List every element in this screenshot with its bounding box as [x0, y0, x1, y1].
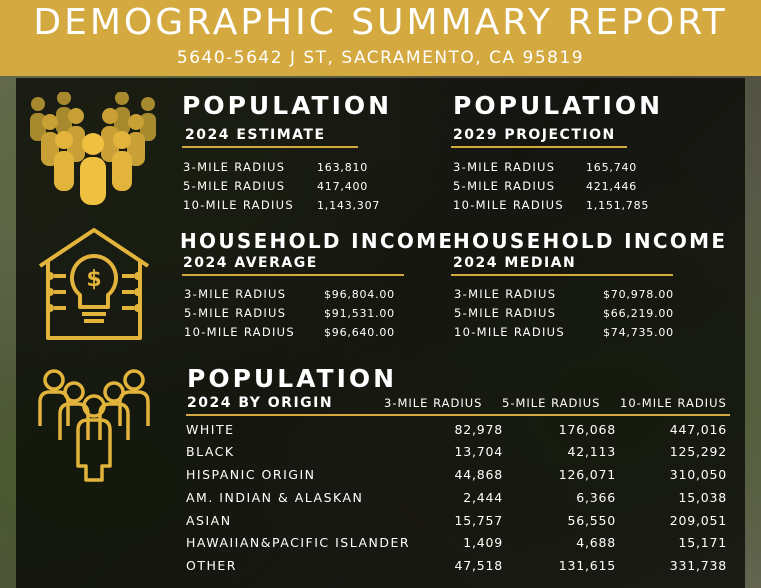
origin-column-header: 5-MILE RADIUS	[502, 396, 601, 410]
income-median-subheading: 2024 MEDIAN	[453, 255, 577, 271]
income-med-row-value: $70,978.00	[603, 288, 674, 301]
income-avg-row-value: $96,640.00	[324, 326, 395, 339]
income-avg-row-label: 5-MILE RADIUS	[184, 306, 287, 320]
population-projection-heading: POPULATION	[453, 91, 664, 120]
divider	[451, 146, 627, 148]
origin-cell-value: 42,113	[567, 444, 616, 459]
origin-row-label: BLACK	[186, 444, 235, 459]
population-projection-subheading: 2029 PROJECTION	[453, 127, 616, 143]
income-avg-row-label: 10-MILE RADIUS	[184, 325, 295, 339]
income-med-row-value: $74,735.00	[603, 326, 674, 339]
income-med-row-label: 10-MILE RADIUS	[454, 325, 565, 339]
origin-heading: POPULATION	[187, 364, 398, 393]
origin-cell-value: 4,688	[576, 535, 616, 550]
origin-cell-value: 331,738	[669, 558, 727, 573]
pop-proj-row-label: 3-MILE RADIUS	[453, 160, 556, 174]
origin-cell-value: 126,071	[558, 467, 616, 482]
origin-cell-value: 47,518	[454, 558, 503, 573]
origin-row-label: ASIAN	[186, 513, 232, 528]
pop-est-row-label: 10-MILE RADIUS	[183, 198, 294, 212]
property-address: 5640-5642 J ST, SACRAMENTO, CA 95819	[176, 48, 585, 68]
pop-proj-row-value: 165,740	[586, 161, 638, 174]
income-med-row-label: 3-MILE RADIUS	[454, 287, 557, 301]
income-avg-row-value: $96,804.00	[324, 288, 395, 301]
divider	[182, 146, 358, 148]
income-average-heading: HOUSEHOLD INCOME	[180, 229, 455, 253]
origin-cell-value: 15,757	[454, 513, 503, 528]
income-avg-row-value: $91,531.00	[324, 307, 395, 320]
origin-cell-value: 15,171	[678, 535, 727, 550]
origin-subheading: 2024 BY ORIGIN	[187, 395, 334, 411]
origin-cell-value: 15,038	[678, 490, 727, 505]
origin-cell-value: 44,868	[454, 467, 503, 482]
pop-proj-row-value: 421,446	[586, 180, 638, 193]
report-header: DEMOGRAPHIC SUMMARY REPORT 5640-5642 J S…	[0, 0, 761, 76]
origin-column-header: 10-MILE RADIUS	[620, 396, 727, 410]
origin-cell-value: 131,615	[558, 558, 616, 573]
population-estimate-heading: POPULATION	[182, 91, 393, 120]
pop-est-row-value: 1,143,307	[317, 199, 381, 212]
income-med-row-label: 5-MILE RADIUS	[454, 306, 557, 320]
origin-cell-value: 310,050	[669, 467, 727, 482]
group-people-icon	[38, 369, 150, 482]
population-estimate-subheading: 2024 ESTIMATE	[185, 127, 326, 143]
origin-cell-value: 2,444	[463, 490, 503, 505]
origin-row-label: HAWAIIAN&PACIFIC ISLANDER	[186, 535, 411, 550]
divider	[451, 274, 673, 276]
pop-est-row-value: 417,400	[317, 180, 369, 193]
origin-row-label: WHITE	[186, 422, 235, 437]
pop-proj-row-label: 10-MILE RADIUS	[453, 198, 564, 212]
pop-est-row-value: 163,810	[317, 161, 369, 174]
origin-column-header: 3-MILE RADIUS	[384, 396, 483, 410]
report-title: DEMOGRAPHIC SUMMARY REPORT	[33, 2, 728, 43]
origin-cell-value: 82,978	[454, 422, 503, 437]
divider	[182, 274, 404, 276]
pop-proj-row-label: 5-MILE RADIUS	[453, 179, 556, 193]
income-average-subheading: 2024 AVERAGE	[183, 255, 318, 271]
income-median-heading: HOUSEHOLD INCOME	[453, 229, 728, 253]
origin-row-label: OTHER	[186, 558, 237, 573]
origin-cell-value: 1,409	[463, 535, 503, 550]
origin-cell-value: 447,016	[669, 422, 727, 437]
origin-cell-value: 209,051	[669, 513, 727, 528]
pop-est-row-label: 5-MILE RADIUS	[183, 179, 286, 193]
origin-row-label: AM. INDIAN & ALASKAN	[186, 490, 364, 505]
svg-text:$: $	[86, 267, 101, 292]
pop-proj-row-value: 1,151,785	[586, 199, 650, 212]
crowd-icon	[30, 92, 156, 205]
origin-cell-value: 125,292	[669, 444, 727, 459]
origin-cell-value: 56,550	[567, 513, 616, 528]
origin-row-label: HISPANIC ORIGIN	[186, 467, 316, 482]
origin-cell-value: 176,068	[558, 422, 616, 437]
income-avg-row-label: 3-MILE RADIUS	[184, 287, 287, 301]
origin-cell-value: 6,366	[576, 490, 616, 505]
divider	[186, 414, 730, 416]
pop-est-row-label: 3-MILE RADIUS	[183, 160, 286, 174]
origin-cell-value: 13,704	[454, 444, 503, 459]
income-med-row-value: $66,219.00	[603, 307, 674, 320]
house-lightbulb-dollar-icon: $	[38, 228, 150, 340]
